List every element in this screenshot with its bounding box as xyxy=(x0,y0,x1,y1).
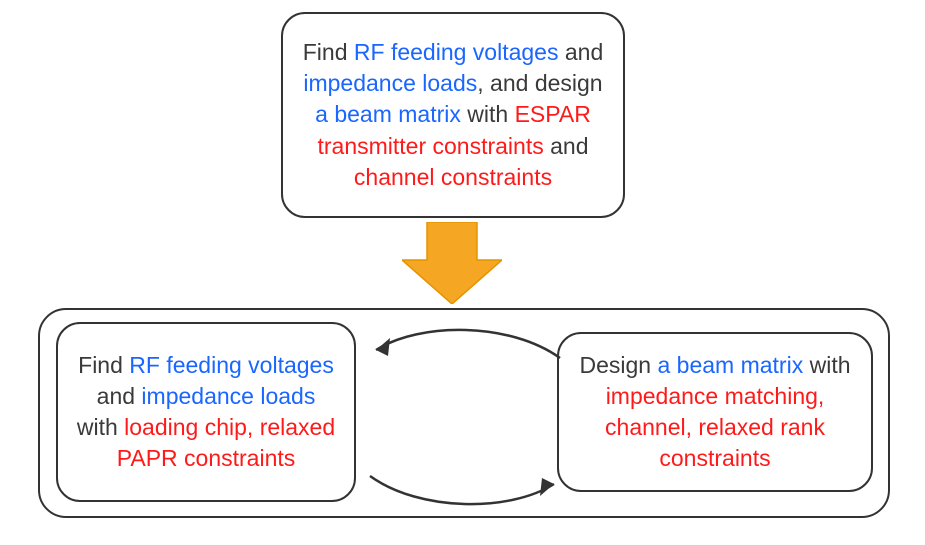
down-arrow-icon xyxy=(402,222,502,304)
node-bottom-right: Design a beam matrix with impedance matc… xyxy=(557,332,873,492)
text-segment: , and design xyxy=(477,70,602,96)
text-segment: RF feeding voltages xyxy=(129,352,334,378)
text-segment: a beam matrix xyxy=(315,101,461,127)
text-segment: with xyxy=(461,101,515,127)
curved-arrow-top-icon xyxy=(360,316,570,366)
text-segment: Find xyxy=(303,39,354,65)
text-segment: Design xyxy=(580,352,658,378)
text-segment: Find xyxy=(78,352,129,378)
node-bottom-left-text: Find RF feeding voltages and impedance l… xyxy=(76,350,336,474)
curved-arrow-bottom-icon xyxy=(360,468,570,518)
text-segment: impedance loads xyxy=(141,383,315,409)
text-segment: loading chip, relaxed PAPR constraints xyxy=(117,414,335,471)
text-segment: with xyxy=(803,352,850,378)
text-segment: and xyxy=(97,383,142,409)
text-segment: a beam matrix xyxy=(657,352,803,378)
node-top: Find RF feeding voltages and impedance l… xyxy=(281,12,625,218)
text-segment: with xyxy=(77,414,124,440)
text-segment: channel constraints xyxy=(354,164,552,190)
text-segment: and xyxy=(544,133,589,159)
text-segment: and xyxy=(558,39,603,65)
text-segment: RF feeding voltages xyxy=(354,39,559,65)
node-bottom-left: Find RF feeding voltages and impedance l… xyxy=(56,322,356,502)
text-segment: impedance matching, channel, relaxed ran… xyxy=(605,383,825,471)
text-segment: impedance loads xyxy=(303,70,477,96)
node-top-text: Find RF feeding voltages and impedance l… xyxy=(301,37,605,192)
node-bottom-right-text: Design a beam matrix with impedance matc… xyxy=(577,350,853,474)
